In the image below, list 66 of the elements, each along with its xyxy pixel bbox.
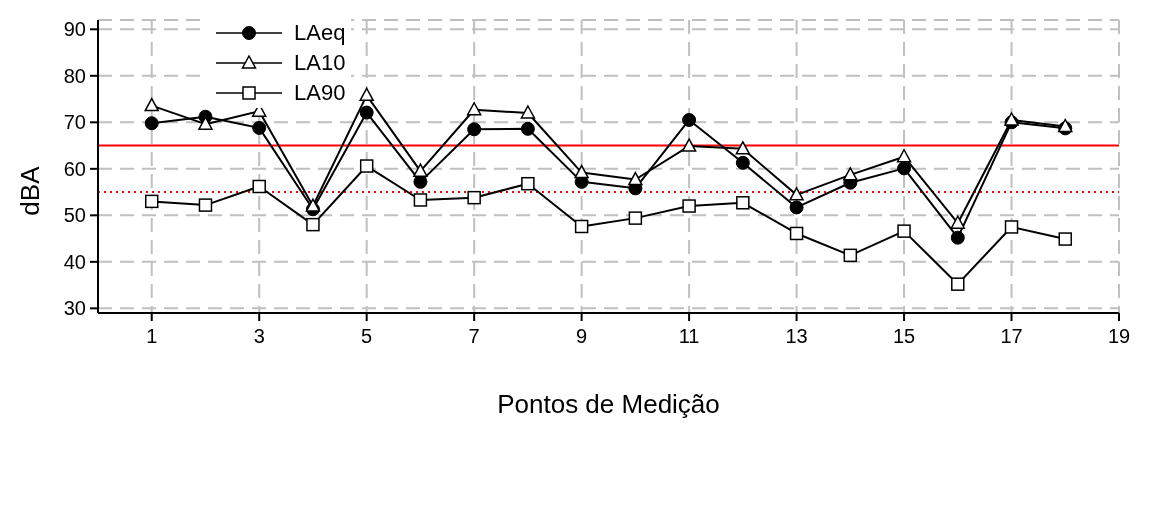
point xyxy=(628,211,643,225)
legend-label: LA90 xyxy=(294,80,346,106)
point xyxy=(628,171,643,186)
point xyxy=(896,148,912,163)
point xyxy=(950,230,965,245)
point xyxy=(843,248,858,263)
point xyxy=(789,200,804,215)
y-axis-title: dBA xyxy=(15,165,46,216)
point xyxy=(198,198,213,212)
point xyxy=(413,163,428,177)
y-tick-label: 90 xyxy=(63,18,86,41)
x-tick-label: 9 xyxy=(576,325,588,348)
x-tick-label: 11 xyxy=(678,325,700,348)
point xyxy=(198,116,213,130)
point xyxy=(467,122,482,137)
x-tick-label: 5 xyxy=(361,325,373,348)
point xyxy=(144,116,159,131)
point xyxy=(789,187,804,201)
x-tick-label: 3 xyxy=(253,325,265,348)
legend-label: LAeq xyxy=(294,20,346,46)
point xyxy=(1004,220,1019,234)
x-tick-label: 17 xyxy=(1000,325,1023,348)
x-tick-label: 19 xyxy=(1107,325,1131,348)
point xyxy=(682,199,696,213)
point xyxy=(252,120,267,135)
x-axis-title: Pontos de Medição xyxy=(497,389,720,419)
point xyxy=(305,198,321,212)
legend-label: LA10 xyxy=(294,50,346,76)
y-tick-label: 80 xyxy=(63,64,86,87)
point xyxy=(735,141,751,155)
point xyxy=(789,226,804,241)
point xyxy=(682,112,697,127)
point xyxy=(897,161,912,176)
y-tick-label: 50 xyxy=(63,204,86,227)
point xyxy=(520,121,535,136)
point xyxy=(681,138,697,152)
point xyxy=(521,176,535,191)
point xyxy=(467,190,481,205)
x-tick-label: 15 xyxy=(892,325,916,348)
point xyxy=(144,97,159,112)
point xyxy=(736,196,750,210)
point xyxy=(144,194,159,209)
y-tick-label: 40 xyxy=(63,250,86,273)
point xyxy=(574,164,589,179)
point xyxy=(252,179,266,194)
point xyxy=(359,87,374,102)
x-tick-label: 13 xyxy=(785,325,808,348)
point xyxy=(1004,112,1019,126)
point xyxy=(466,102,482,116)
point xyxy=(520,105,536,119)
point xyxy=(1058,232,1073,246)
y-tick-label: 30 xyxy=(63,297,86,320)
point xyxy=(950,215,966,229)
point xyxy=(306,217,320,232)
point xyxy=(413,193,428,207)
x-tick-label: 1 xyxy=(146,325,158,348)
x-tick-label: 7 xyxy=(468,325,480,348)
y-tick-label: 70 xyxy=(63,111,86,134)
point xyxy=(843,167,858,181)
y-tick-label: 60 xyxy=(63,157,86,180)
point xyxy=(359,105,374,120)
point xyxy=(897,224,911,238)
point xyxy=(359,159,374,173)
point xyxy=(735,155,750,170)
point xyxy=(951,277,965,291)
point xyxy=(574,219,589,234)
